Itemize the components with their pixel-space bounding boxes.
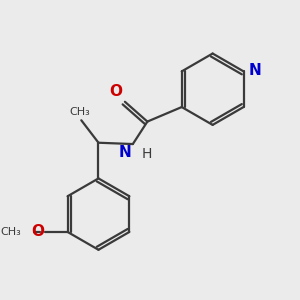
Text: O: O xyxy=(109,84,122,99)
Text: O: O xyxy=(31,224,44,239)
Text: H: H xyxy=(142,147,152,161)
Text: N: N xyxy=(248,63,261,78)
Text: CH₃: CH₃ xyxy=(70,107,90,117)
Text: CH₃: CH₃ xyxy=(1,227,21,237)
Text: N: N xyxy=(119,146,131,160)
